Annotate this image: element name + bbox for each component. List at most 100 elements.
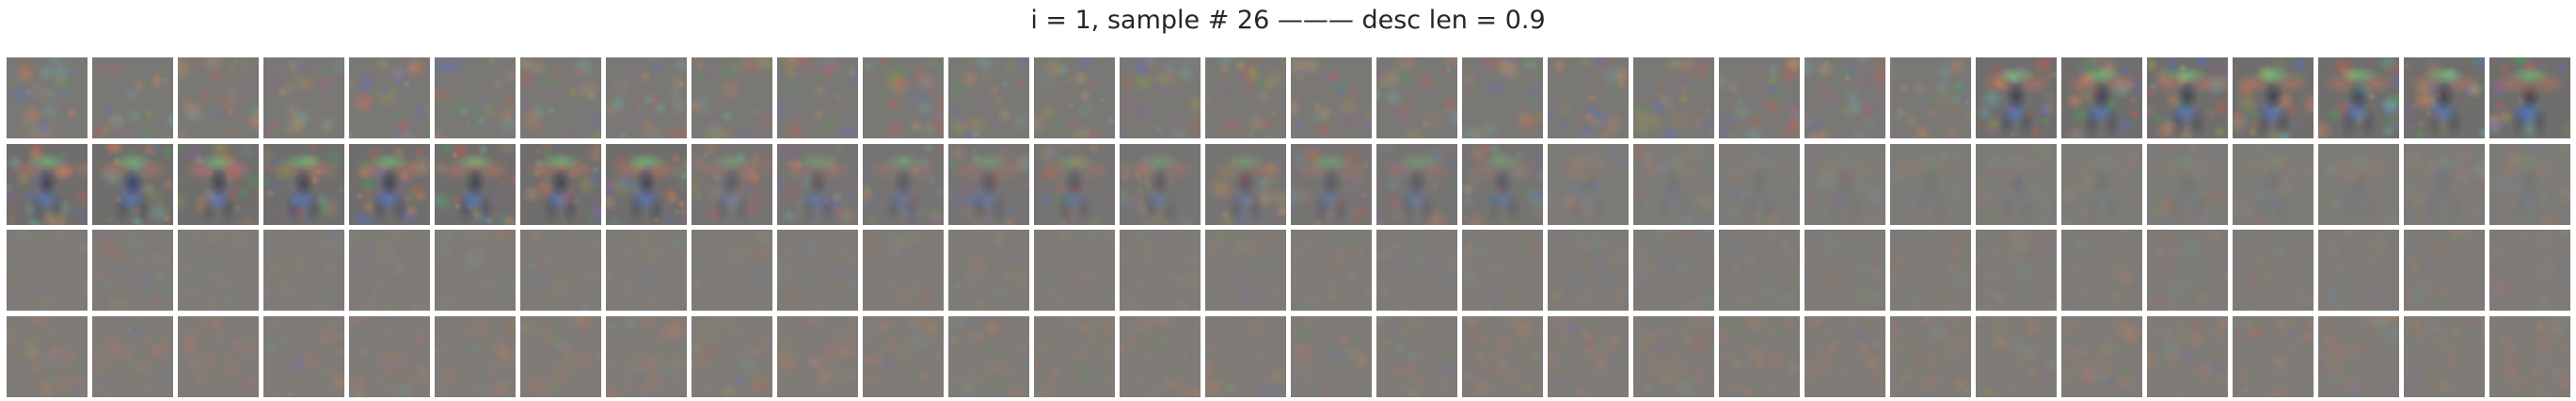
tile-pattern [2318, 57, 2399, 138]
image-tile [1548, 57, 1629, 138]
tile-pattern [263, 144, 344, 225]
image-tile [606, 57, 687, 138]
tile-noise-texture [1120, 230, 1201, 311]
image-tile [2233, 57, 2314, 138]
tile-noise-texture [1291, 144, 1372, 225]
tile-noise-texture [1805, 230, 1885, 311]
image-tile [1034, 144, 1115, 225]
tile-noise-texture [1034, 57, 1115, 138]
tile-noise-texture [7, 57, 87, 138]
tile-noise-texture [777, 144, 858, 225]
image-tile [1976, 57, 2057, 138]
image-tile [1120, 144, 1201, 225]
image-tile [1805, 57, 1885, 138]
tile-noise-texture [435, 57, 516, 138]
image-tile [349, 144, 430, 225]
image-tile [2233, 144, 2314, 225]
image-tile [606, 316, 687, 397]
tile-pattern [2489, 57, 2570, 138]
image-tile [1120, 230, 1201, 311]
tile-pattern [1291, 144, 1372, 225]
tile-noise-texture [1205, 144, 1286, 225]
image-tile [692, 230, 772, 311]
image-tile [2061, 144, 2142, 225]
tile-pattern [2061, 57, 2142, 138]
image-tile [777, 57, 858, 138]
tile-noise-texture [1120, 144, 1201, 225]
tile-noise-texture [1890, 316, 1971, 397]
tile-pattern [2233, 144, 2314, 225]
tile-noise-texture [1462, 57, 1543, 138]
image-tile [2404, 230, 2485, 311]
image-tile [2061, 316, 2142, 397]
image-tile [520, 57, 601, 138]
tile-noise-texture [1462, 230, 1543, 311]
image-tile [2061, 230, 2142, 311]
image-tile [2147, 144, 2228, 225]
tile-noise-texture [777, 57, 858, 138]
tile-noise-texture [1548, 144, 1629, 225]
tile-noise-texture [948, 57, 1029, 138]
image-tile [435, 230, 516, 311]
tile-noise-texture [1719, 57, 1800, 138]
image-tile [1291, 316, 1372, 397]
image-tile [2404, 316, 2485, 397]
tile-noise-texture [520, 230, 601, 311]
image-tile [2061, 57, 2142, 138]
tile-pattern [863, 144, 944, 225]
tile-pattern [1205, 144, 1286, 225]
tile-pattern [520, 144, 601, 225]
tile-pattern [2061, 144, 2142, 225]
tile-noise-texture [2061, 144, 2142, 225]
tile-noise-texture [1976, 316, 2057, 397]
image-tile [692, 316, 772, 397]
tile-noise-texture [2233, 144, 2314, 225]
tile-noise-texture [1890, 144, 1971, 225]
image-tile [1462, 144, 1543, 225]
tile-noise-texture [349, 57, 430, 138]
tile-noise-texture [1462, 144, 1543, 225]
tile-noise-texture [178, 316, 259, 397]
tile-pattern [2318, 144, 2399, 225]
tile-noise-texture [520, 316, 601, 397]
image-tile [1976, 144, 2057, 225]
image-tile [1719, 316, 1800, 397]
image-tile [1462, 316, 1543, 397]
tile-noise-texture [606, 57, 687, 138]
tile-noise-texture [1120, 57, 1201, 138]
image-tile [606, 144, 687, 225]
tile-noise-texture [948, 230, 1029, 311]
image-tile [263, 144, 344, 225]
image-tile [1719, 230, 1800, 311]
image-tile [777, 316, 858, 397]
image-tile [1548, 144, 1629, 225]
tile-noise-texture [520, 57, 601, 138]
tile-pattern [1976, 57, 2057, 138]
image-tile [1291, 57, 1372, 138]
image-tile [2404, 144, 2485, 225]
tile-noise-texture [1120, 316, 1201, 397]
image-tile [1376, 230, 1457, 311]
tile-noise-texture [2233, 230, 2314, 311]
image-tile-grid [7, 57, 2573, 397]
tile-noise-texture [1462, 316, 1543, 397]
tile-noise-texture [1805, 144, 1885, 225]
image-tile [2147, 230, 2228, 311]
tile-noise-texture [7, 316, 87, 397]
tile-noise-texture [777, 230, 858, 311]
tile-noise-texture [2404, 144, 2485, 225]
tile-pattern [7, 144, 87, 225]
image-tile [1291, 144, 1372, 225]
image-tile [948, 230, 1029, 311]
tile-noise-texture [435, 316, 516, 397]
tile-pattern [1805, 144, 1885, 225]
image-tile [2489, 144, 2570, 225]
tile-pattern [1462, 144, 1543, 225]
tile-noise-texture [1633, 316, 1714, 397]
tile-pattern [948, 144, 1029, 225]
tile-noise-texture [2233, 316, 2314, 397]
tile-noise-texture [777, 316, 858, 397]
image-tile [1633, 144, 1714, 225]
figure-title: i = 1, sample # 26 ——— desc len = 0.9 [1030, 6, 1546, 35]
image-tile [1633, 57, 1714, 138]
